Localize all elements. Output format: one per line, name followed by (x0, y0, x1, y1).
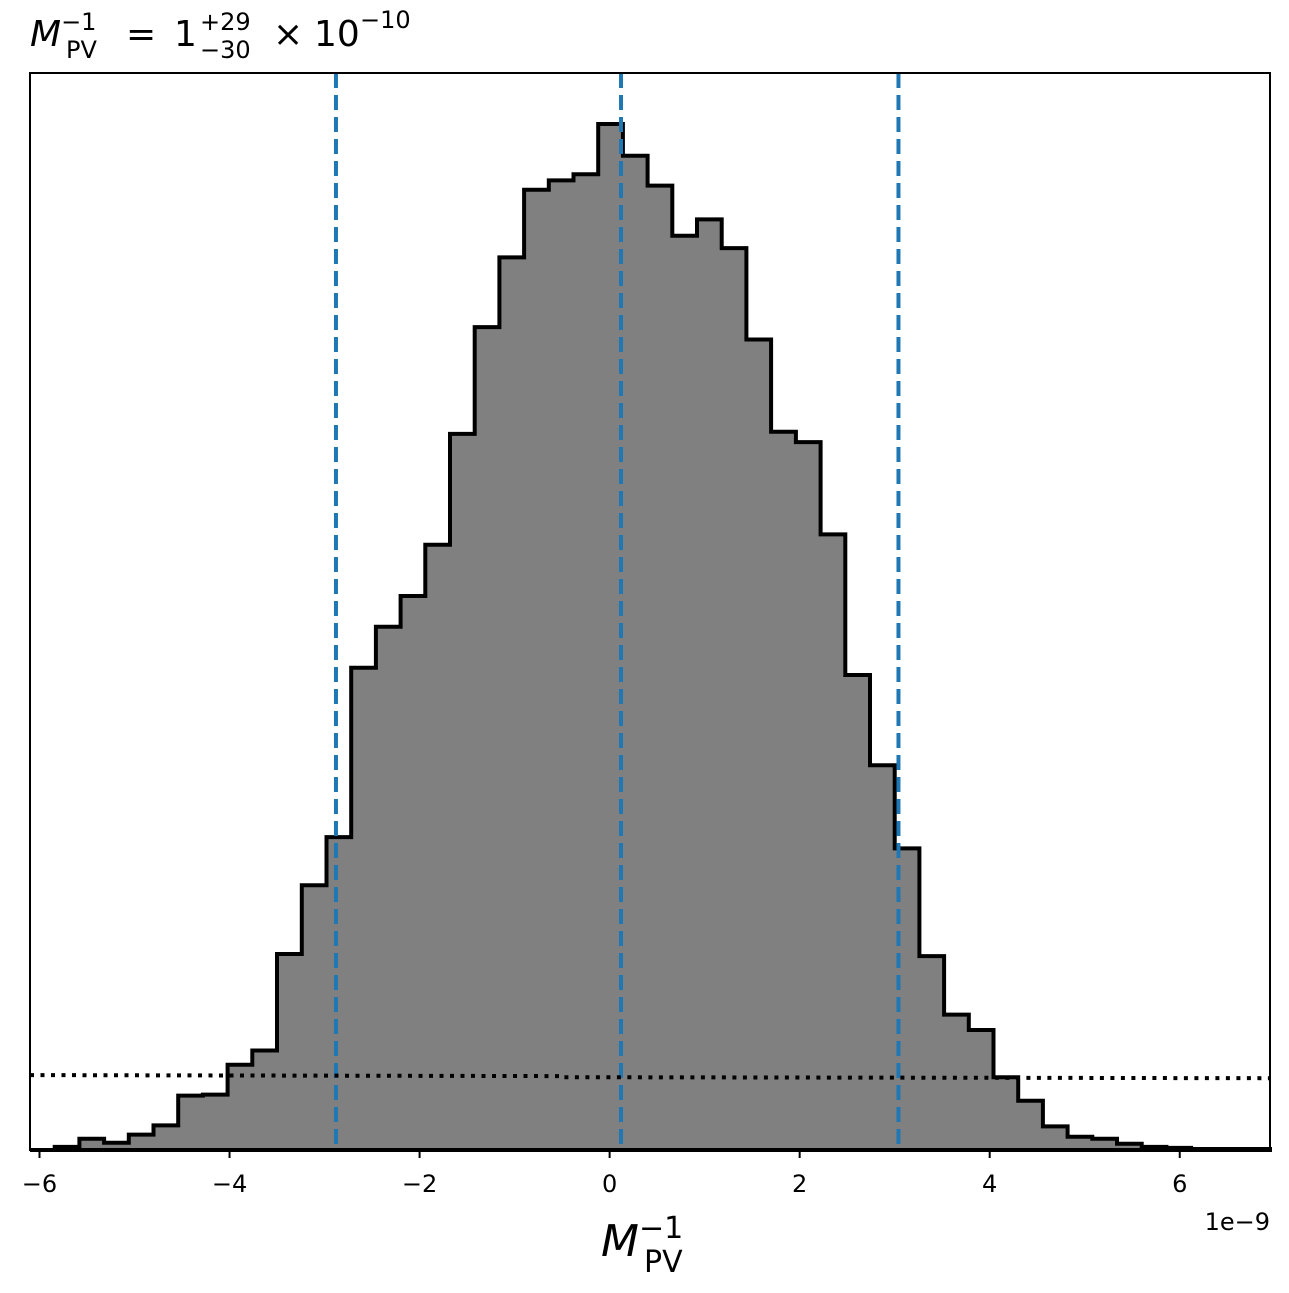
xlabel-superscript: −1 (639, 1211, 683, 1246)
title-upper-error: +29 (200, 8, 251, 36)
x-tick-label: −4 (212, 1170, 247, 1198)
x-tick-label: 6 (1172, 1170, 1187, 1198)
x-tick-label: −6 (22, 1170, 57, 1198)
x-axis-ticks: −6 −4 −2 0 2 4 6 (22, 1150, 1187, 1198)
title-exponent-base: 10 (314, 14, 360, 55)
title-subscript: PV (66, 36, 97, 64)
title-exponent: −10 (360, 6, 411, 34)
title-symbol: M (30, 14, 61, 55)
title-equals: = (126, 14, 156, 55)
x-tick-label: −2 (402, 1170, 437, 1198)
chart-title: M−1 PV = 1 +29 −30 × 10−10 (30, 6, 411, 64)
prior-dotted-line (29, 1073, 1271, 1081)
xlabel-symbol: M (601, 1216, 639, 1267)
title-times: × (273, 14, 303, 55)
plot-frame (29, 72, 1271, 1151)
title-value: 1 (174, 14, 197, 55)
title-lower-error: −30 (200, 36, 251, 64)
x-axis-label: M−1 PV (601, 1211, 683, 1280)
x-tick-label: 4 (982, 1170, 997, 1198)
x-tick-label: 2 (792, 1170, 807, 1198)
histogram-bars (30, 122, 1272, 1152)
quantile-lines (333, 73, 901, 1150)
x-tick-label: 0 (602, 1170, 617, 1198)
title-superscript: −1 (61, 8, 96, 36)
xlabel-subscript: PV (644, 1245, 683, 1280)
plot-area (29, 72, 1272, 1152)
x-offset-label: 1e−9 (1205, 1208, 1270, 1236)
